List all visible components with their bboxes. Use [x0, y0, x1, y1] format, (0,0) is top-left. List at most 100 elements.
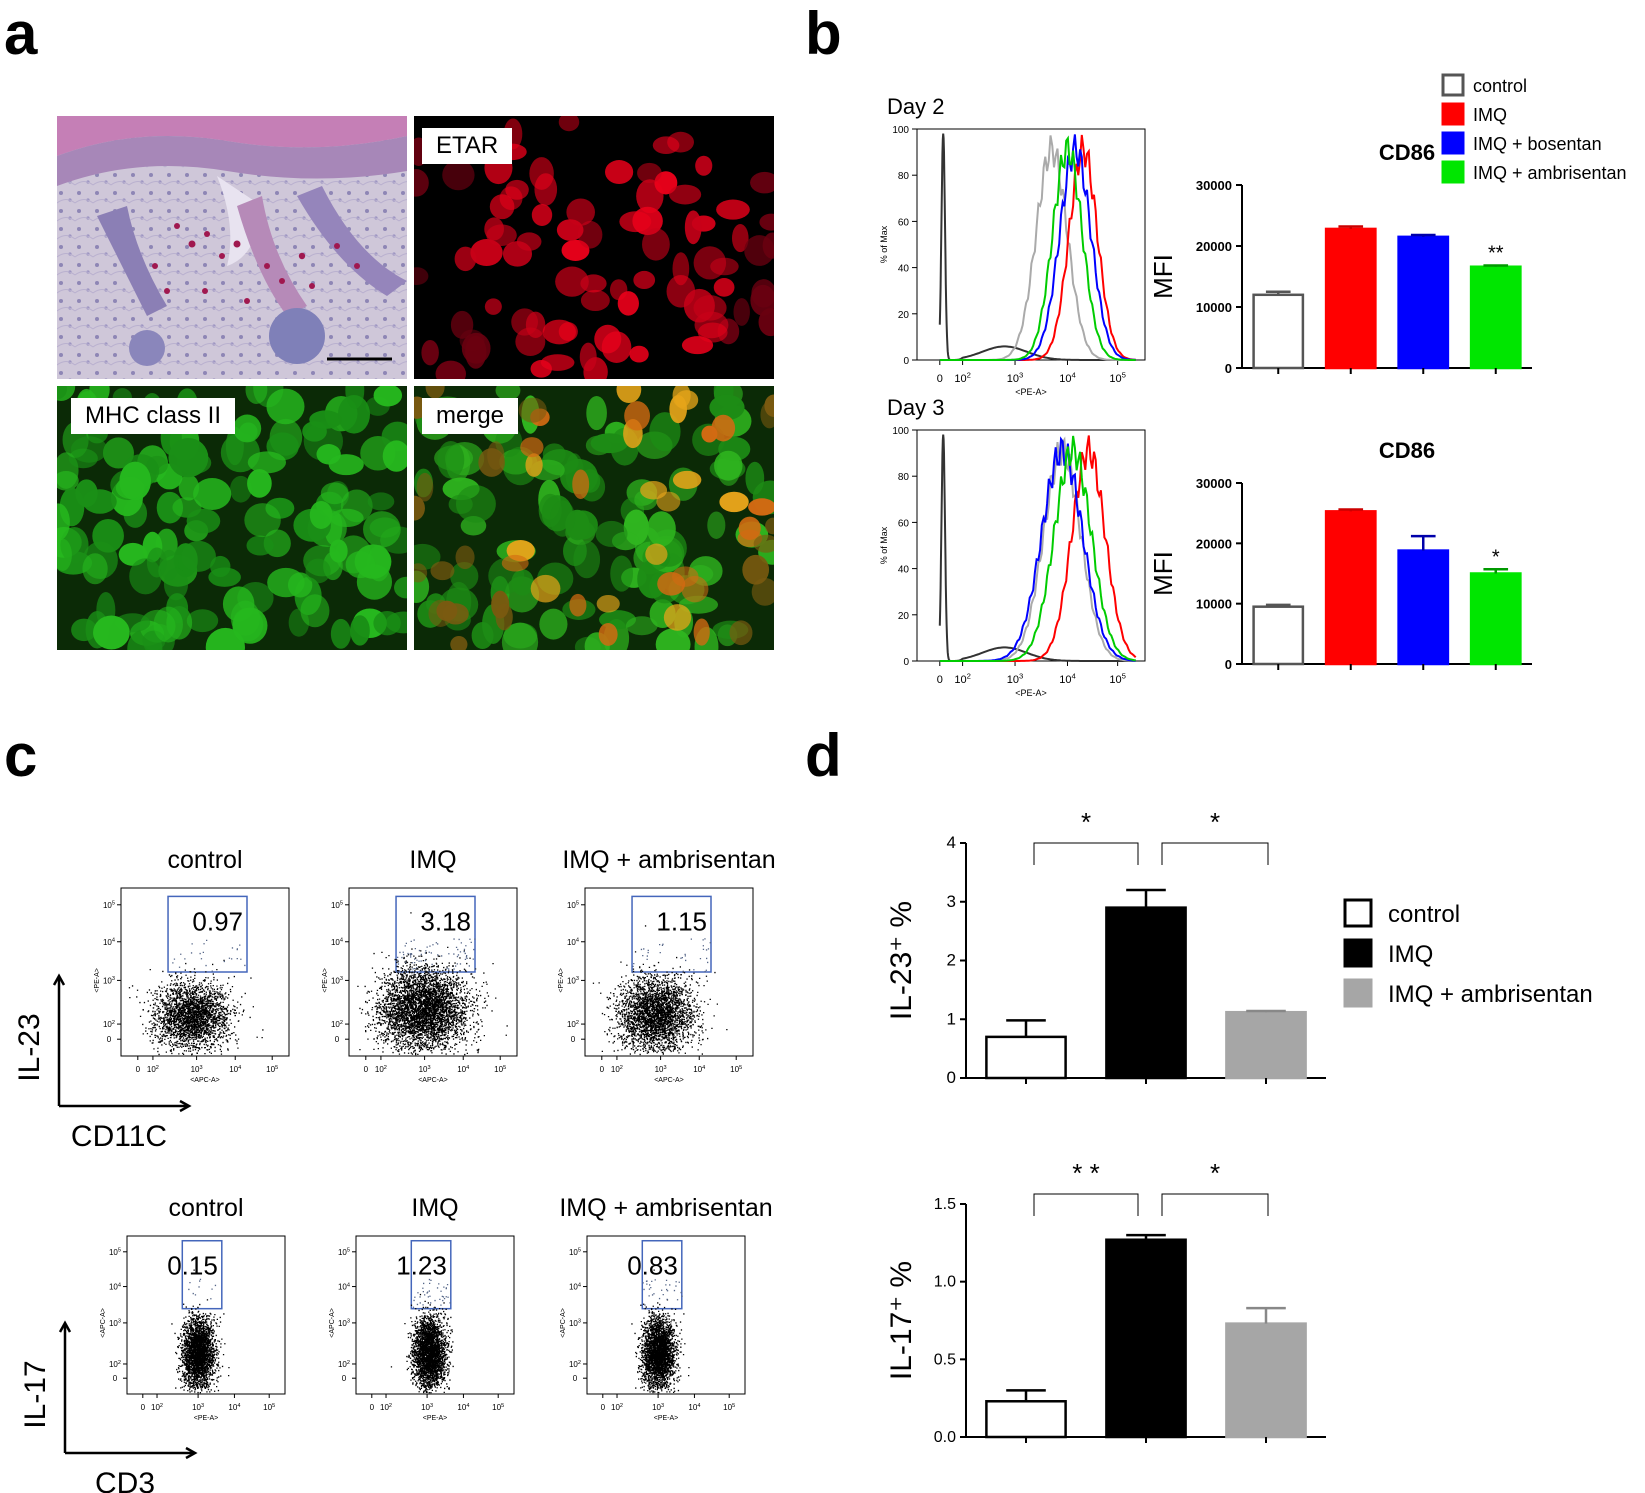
- dot-plot-title: IMQ: [411, 1194, 458, 1222]
- cell-blob: [484, 298, 502, 315]
- y-axis-label: MFI: [1148, 254, 1178, 299]
- histogram-series: [939, 134, 1136, 361]
- x-tick-label: 102: [954, 371, 971, 385]
- x-tick-label: 105: [263, 1403, 275, 1412]
- cell-blob: [501, 554, 529, 572]
- gate-percentage: 3.18: [420, 906, 471, 936]
- y-tick-label: 60: [898, 217, 910, 228]
- legend-label: IMQ + bosentan: [1473, 134, 1602, 154]
- y-tick-label: 1.5: [934, 1196, 956, 1213]
- cell-blob: [733, 298, 750, 326]
- y-tick-label: 0: [107, 1035, 112, 1044]
- gated-dots: [412, 1278, 451, 1310]
- legend-swatch: [1441, 131, 1465, 155]
- y-tick-label: 104: [331, 938, 343, 947]
- significance-bracket: [1033, 842, 1139, 865]
- axes-il23: IL-23 CD11C: [13, 973, 192, 1153]
- bar: [1324, 227, 1377, 370]
- cell-blob: [759, 213, 774, 231]
- y-tick-label: 0.5: [934, 1351, 956, 1368]
- y-axis-label: <PE-A>: [322, 968, 329, 993]
- x-tick-label: 104: [1059, 672, 1076, 686]
- x-tick-label: 0: [937, 674, 943, 686]
- y-tick-label: 30000: [1196, 178, 1232, 193]
- x-tick-label: 105: [723, 1403, 735, 1412]
- x-tick-label: 103: [191, 1065, 203, 1074]
- cell-blob: [549, 500, 576, 537]
- y-tick-label: 103: [331, 976, 343, 985]
- x-arrow-head: [185, 1446, 198, 1460]
- y-axis-label: <APC-A>: [560, 1308, 567, 1338]
- gated-dots: [172, 939, 246, 973]
- cell-blob: [572, 469, 590, 499]
- cell-blob: [555, 266, 589, 297]
- x-tick-label: 103: [655, 1065, 667, 1074]
- y-tick-label: 104: [567, 938, 579, 947]
- gated-dots: [632, 938, 711, 974]
- cell-blob: [595, 520, 628, 547]
- y-tick-label: 0: [335, 1035, 340, 1044]
- cell-blob: [450, 310, 474, 339]
- x-tick-label: 102: [611, 1403, 623, 1412]
- cell-blob: [193, 478, 232, 510]
- cell-blob: [531, 204, 553, 226]
- cell-blob: [345, 551, 376, 579]
- cell-blob: [470, 239, 503, 267]
- y-tick-label: 2: [947, 951, 956, 970]
- cell-blob: [181, 540, 216, 572]
- cell-blob: [57, 538, 72, 572]
- y-tick-label: 102: [331, 1020, 343, 1029]
- y-axis-label: IL-17⁺ %: [885, 1261, 918, 1380]
- y-arrow-head: [52, 973, 66, 986]
- y-axis-label: <APC-A>: [100, 1308, 107, 1338]
- x-tick-label: 104: [693, 1065, 705, 1074]
- x-tick-label: 0: [601, 1403, 606, 1412]
- cell-blob: [633, 270, 656, 290]
- cell-blob: [738, 516, 761, 541]
- cell-blob: [454, 246, 477, 272]
- dot-plot-frame: [120, 887, 290, 1057]
- cell-blob: [616, 386, 642, 404]
- cell-blob: [246, 535, 274, 556]
- cell-blob: [530, 574, 561, 603]
- y-tick-label: 105: [567, 901, 579, 910]
- cell-blob: [442, 603, 469, 625]
- y-tick-label: 20000: [1196, 536, 1232, 551]
- cell-blob: [714, 450, 743, 481]
- gated-dots: [642, 1279, 683, 1306]
- x-tick-label: 0: [600, 1065, 605, 1074]
- dot-plot-il23-2: IMQ + ambrisentan 0 0 102 102 103 103 104 104 105…: [558, 846, 776, 1084]
- cell-blob: [758, 308, 774, 337]
- cell-blob: [309, 500, 333, 529]
- y-tick-label: 105: [331, 901, 343, 910]
- cell-blob: [300, 594, 330, 628]
- cell-blob: [367, 545, 391, 582]
- cell-blob: [345, 386, 365, 409]
- cell-blob: [640, 481, 668, 500]
- x-tick-label: 102: [151, 1403, 163, 1412]
- cell-blob: [693, 246, 727, 280]
- y-tick-label: 60: [898, 518, 910, 529]
- bar: [1324, 510, 1377, 666]
- x-tick-label: 103: [421, 1403, 433, 1412]
- mhc-image: MHC class II: [57, 386, 407, 650]
- cell-blob: [655, 628, 691, 650]
- cell-blob: [520, 437, 544, 458]
- x-axis-label: <PE-A>: [423, 1415, 448, 1422]
- legend-panel-d: control IMQ IMQ + ambrisentan: [1343, 898, 1593, 1008]
- dot-plot-title: IMQ + ambrisentan: [559, 1194, 772, 1222]
- dot-plot-frame: [586, 1235, 746, 1395]
- cell-blob: [266, 388, 305, 425]
- y-axis-label: <PE-A>: [94, 968, 101, 993]
- cell-blob: [70, 436, 108, 463]
- y-axis-label: IL-23⁺ %: [885, 901, 918, 1020]
- x-axis-label: <PE-A>: [654, 1415, 679, 1422]
- histology-image-drawing: [57, 116, 407, 379]
- cell-blob: [233, 414, 262, 443]
- cell-blob: [709, 394, 745, 421]
- legend-swatch: [1343, 978, 1373, 1008]
- cell-blob: [499, 186, 523, 210]
- cell-blob: [577, 220, 603, 249]
- cell-blob: [569, 593, 587, 617]
- cell-blob: [713, 278, 735, 297]
